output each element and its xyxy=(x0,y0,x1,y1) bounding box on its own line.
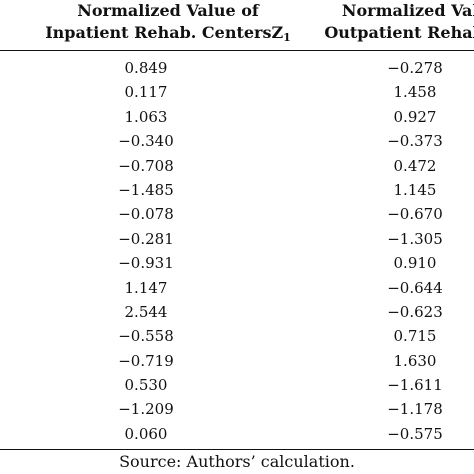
table-row: 0.060 −0.575 xyxy=(0,422,474,446)
cell-outpatient-value: −0.278 xyxy=(387,59,443,77)
table-row: 2.544 −0.623 xyxy=(0,300,474,324)
cell-outpatient-value: −0.670 xyxy=(387,205,443,224)
cell-outpatient-value: 1.630 xyxy=(393,351,437,370)
header-outpatient-line2: Outpatient Rehab. C xyxy=(324,23,474,42)
cell-outpatient-value: −1.305 xyxy=(387,229,443,248)
cell-inpatient-value: −0.078 xyxy=(118,205,174,224)
cell-outpatient-value: 1.145 xyxy=(393,180,437,199)
cell-inpatient-value: −0.931 xyxy=(118,254,174,273)
header-inpatient-subscript: 1 xyxy=(283,31,291,44)
cell-inpatient-value: −1.485 xyxy=(118,180,174,199)
table-row: 0.530 −1.611 xyxy=(0,373,474,397)
cell-inpatient-value: 2.544 xyxy=(124,302,168,321)
table-row: 1.147 −0.644 xyxy=(0,276,474,300)
table-row: −0.340 −0.373 xyxy=(0,129,474,153)
cell-outpatient-value: −1.178 xyxy=(387,400,443,419)
table-row: −0.708 0.472 xyxy=(0,154,474,178)
header-outpatient: Normalized Valu Outpatient Rehab. C xyxy=(286,0,474,44)
source-note: Source: Authors’ calculation. xyxy=(119,452,355,471)
table-row: −0.558 0.715 xyxy=(0,324,474,348)
table-row: −0.078 −0.670 xyxy=(0,202,474,226)
header-outpatient-line1: Normalized Valu xyxy=(341,1,474,20)
cell-outpatient-value: 0.927 xyxy=(393,107,437,126)
cell-inpatient-value: 0.117 xyxy=(124,83,168,102)
bottom-rule xyxy=(0,449,474,450)
cell-inpatient-value: 1.147 xyxy=(124,278,168,297)
table-row: −0.931 0.910 xyxy=(0,251,474,275)
cell-outpatient-value: 1.458 xyxy=(393,83,437,102)
cell-inpatient-value: 0.060 xyxy=(124,424,168,443)
header-inpatient: Normalized Value of Inpatient Rehab. Cen… xyxy=(18,0,318,44)
cell-outpatient-value: −0.644 xyxy=(387,278,443,297)
cell-outpatient-value: 0.715 xyxy=(393,327,437,346)
cell-outpatient-value: 0.472 xyxy=(393,156,437,175)
cell-inpatient-value: 0.849 xyxy=(124,59,168,77)
cell-inpatient-value: −0.708 xyxy=(118,156,174,175)
table-row: 0.117 1.458 xyxy=(0,80,474,104)
table-header: Normalized Value of Inpatient Rehab. Cen… xyxy=(0,0,474,50)
table-row: 0.849 −0.278 xyxy=(0,56,474,80)
cell-inpatient-value: 1.063 xyxy=(124,107,168,126)
cell-outpatient-value: −0.373 xyxy=(387,132,443,151)
header-rule xyxy=(0,50,474,51)
table-body: 0.849 −0.278 0.117 1.458 1.063 0.927 −0.340 −0.… xyxy=(0,56,474,446)
cell-inpatient-value: −0.719 xyxy=(118,351,174,370)
table-row: 1.063 0.927 xyxy=(0,105,474,129)
header-inpatient-line2: Inpatient Rehab. CentersZ1 xyxy=(18,22,318,44)
table-row: −1.485 1.145 xyxy=(0,178,474,202)
cell-outpatient-value: −0.575 xyxy=(387,424,443,443)
cell-inpatient-value: 0.530 xyxy=(124,376,168,395)
cell-outpatient-value: 0.910 xyxy=(393,254,437,273)
cell-outpatient-value: −1.611 xyxy=(387,376,443,395)
cell-inpatient-value: −1.209 xyxy=(118,400,174,419)
cell-inpatient-value: −0.281 xyxy=(118,229,174,248)
header-inpatient-line1: Normalized Value of xyxy=(77,1,259,20)
table-row: −0.719 1.630 xyxy=(0,349,474,373)
header-inpatient-text: Inpatient Rehab. Centers xyxy=(45,23,272,42)
table-row: −1.209 −1.178 xyxy=(0,397,474,421)
header-inpatient-symbol: Z xyxy=(271,23,284,42)
cell-inpatient-value: −0.340 xyxy=(118,132,174,151)
table-row: −0.281 −1.305 xyxy=(0,227,474,251)
cell-inpatient-value: −0.558 xyxy=(118,327,174,346)
cell-outpatient-value: −0.623 xyxy=(387,302,443,321)
